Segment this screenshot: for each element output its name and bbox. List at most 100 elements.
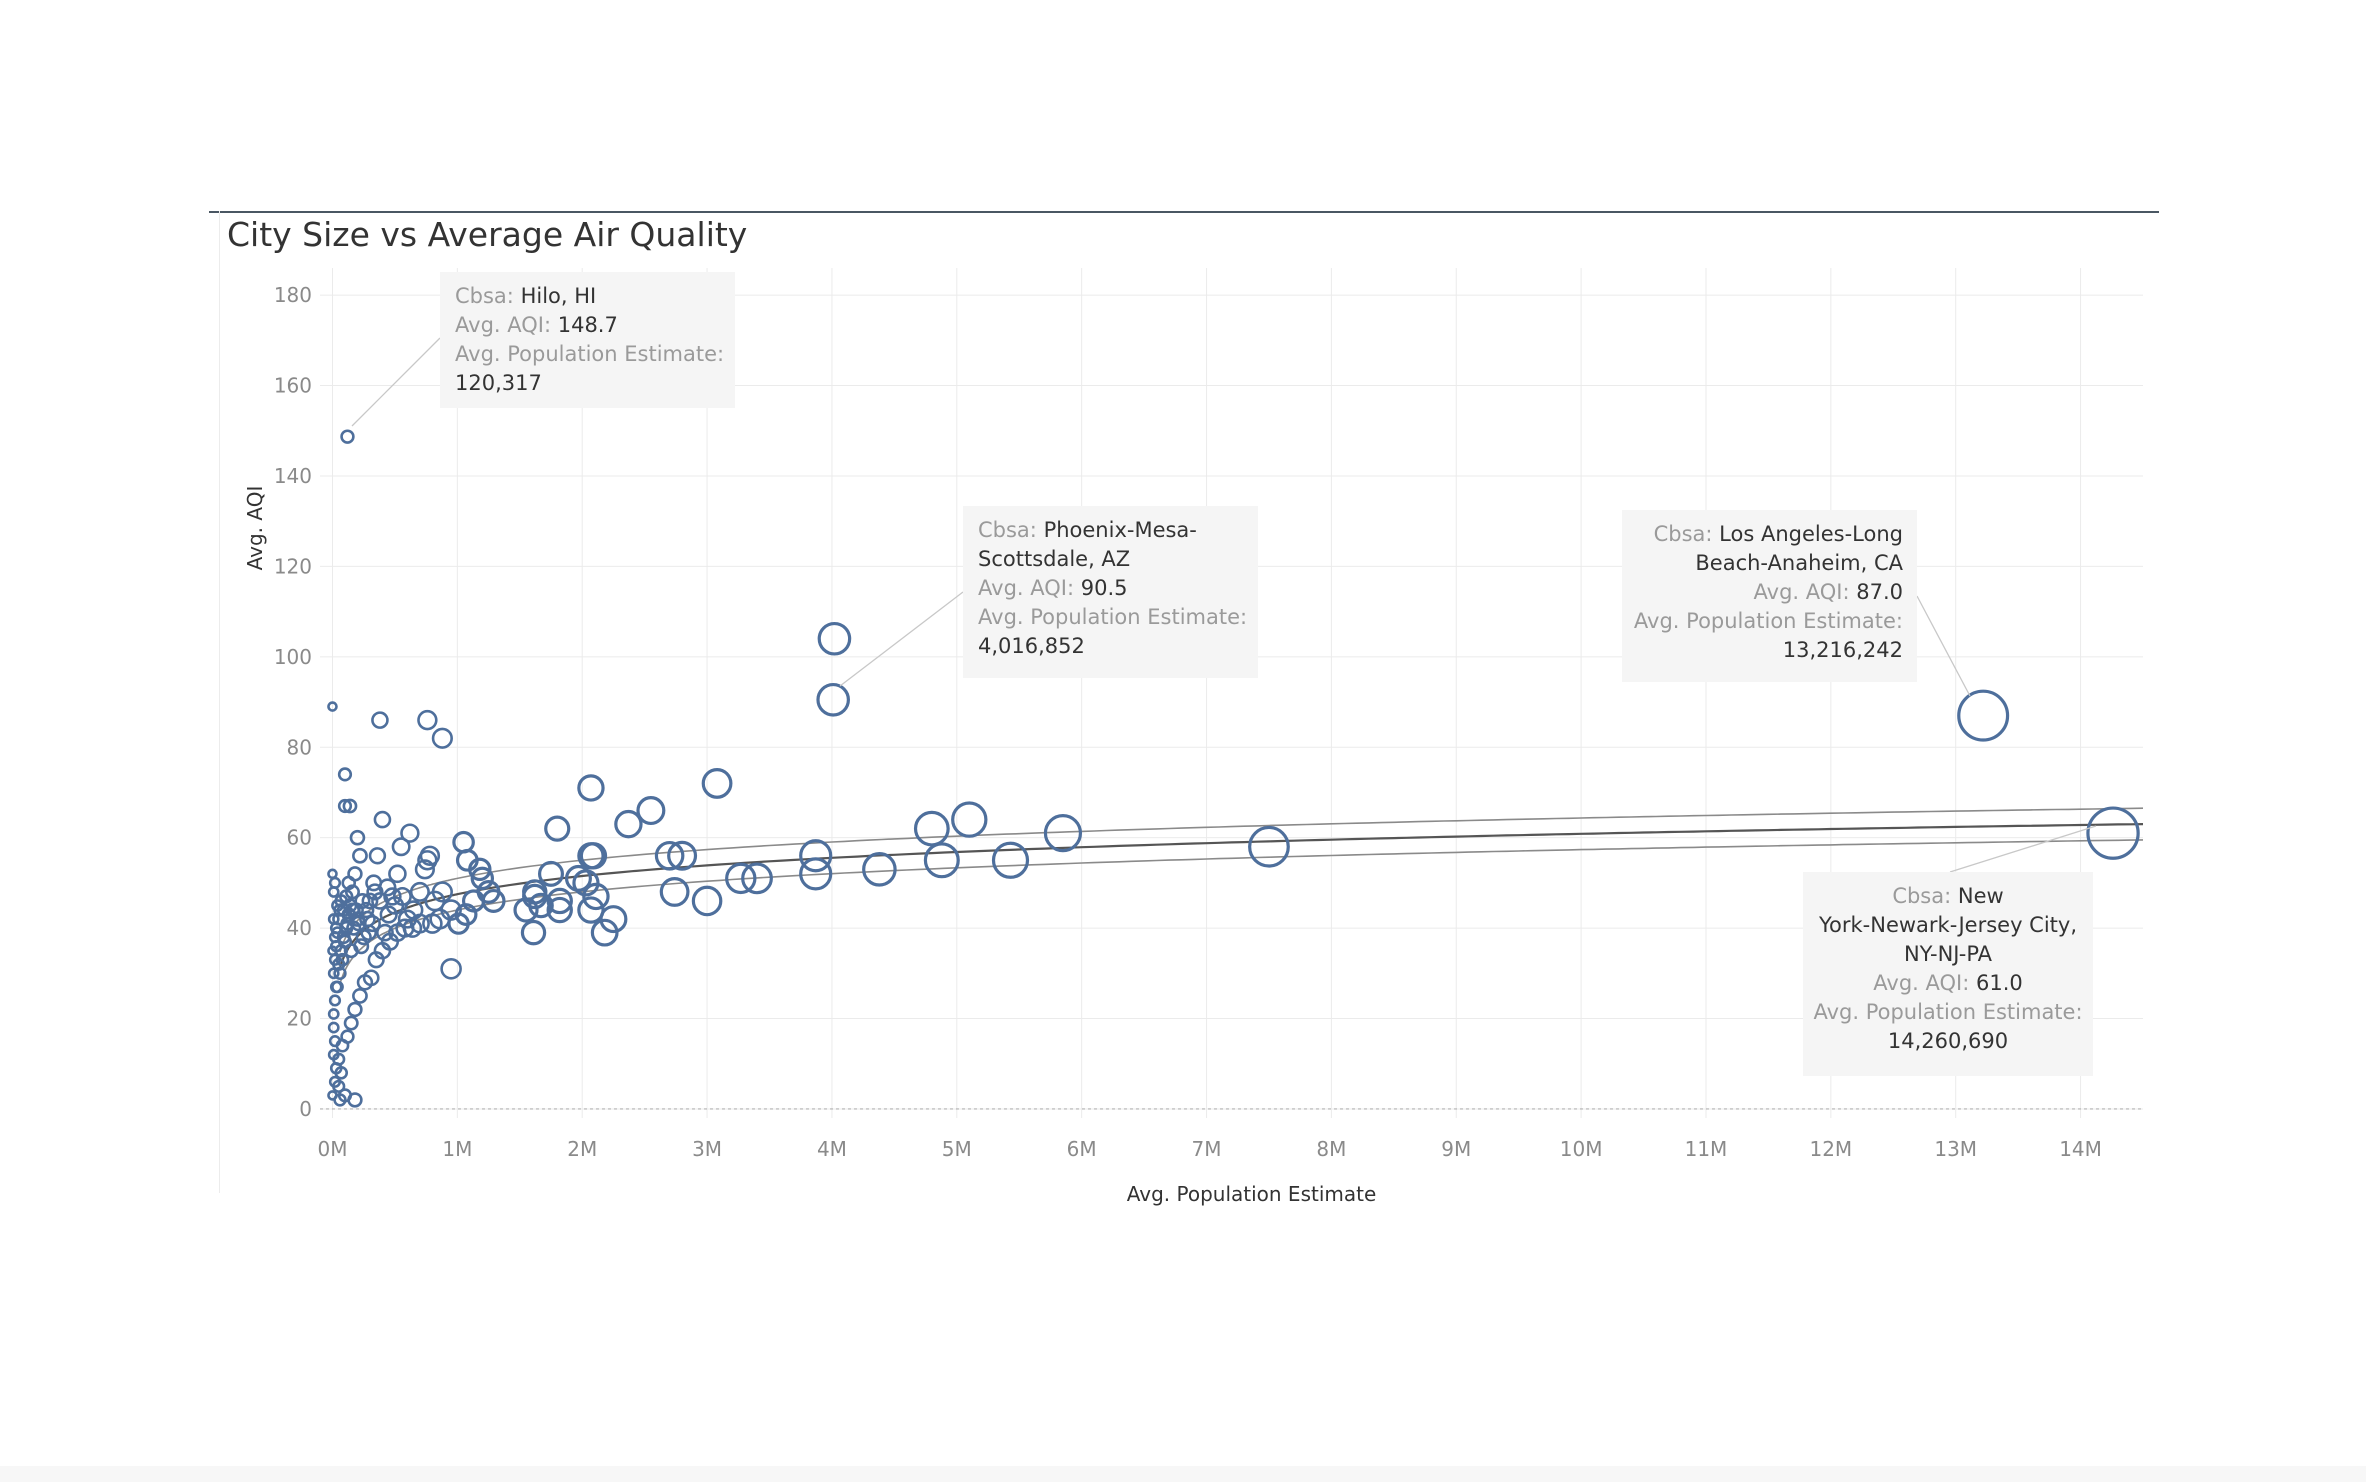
trend-line [338,823,2144,969]
annotation-line: York-Newark-Jersey City, [1818,913,2077,937]
y-tick-label: 140 [274,464,312,488]
data-point [368,847,387,865]
data-point [654,840,685,871]
data-point [431,727,453,749]
data-point [327,701,338,712]
x-tick-label: 6M [1067,1137,1097,1161]
data-point [392,886,412,906]
annotation-value: Hilo, HI [514,284,596,308]
data-point [332,1052,346,1066]
data-point [341,875,357,891]
data-point [923,842,960,879]
annotation-key: Cbsa: [1654,522,1713,546]
data-point [332,1079,346,1093]
annotation-line: Scottsdale, AZ [978,547,1130,571]
data-point [337,798,353,814]
annotation-value: 14,260,690 [1888,1029,2008,1053]
data-point [329,980,343,994]
y-tick-label: 0 [299,1097,312,1121]
data-point [327,913,340,925]
annotation-value: New [1951,884,2003,908]
annotation-leader [1949,825,2097,873]
annotation-line: Avg. Population Estimate: [455,342,724,366]
data-point [342,798,358,814]
annotation-line: NY-NJ-PA [1904,942,1993,966]
annotation-line: Cbsa: Phoenix-Mesa- [978,518,1197,542]
x-tick-label: 7M [1192,1137,1222,1161]
data-point [799,839,833,873]
annotation-value: 87.0 [1850,580,1903,604]
x-tick-label: 0M [317,1137,347,1161]
annotation-value: Phoenix-Mesa- [1037,518,1197,542]
data-point [327,868,338,880]
annotation-value: York-Newark-Jersey City, [1818,913,2077,937]
data-point [328,994,342,1007]
data-point [349,829,366,846]
annotation-key: Avg. Population Estimate: [1634,609,1903,633]
y-tick-label: 40 [287,916,312,940]
data-point [409,913,430,934]
annotation-key: Cbsa: [1892,884,1951,908]
data-point [1043,814,1083,853]
x-tick-label: 9M [1441,1137,1471,1161]
annotation-line: Cbsa: Hilo, HI [455,284,596,308]
data-point [544,815,571,842]
data-point [327,967,340,980]
trend-lower-band [339,839,2144,985]
chart-title: City Size vs Average Air Quality [227,215,748,254]
annotation-value: 120,317 [455,371,542,395]
data-point [546,896,573,924]
data-point [355,929,372,946]
data-point [400,823,420,843]
x-tick-label: 13M [1934,1137,1977,1161]
data-point [440,957,462,980]
data-point [817,621,852,656]
y-tick-label: 180 [274,283,312,307]
data-point [522,879,548,905]
y-tick-label: 80 [287,735,312,759]
y-tick-label: 60 [287,826,312,850]
annotations: Cbsa: Hilo, HI Avg. AQI: 148.7 Avg. Popula… [351,272,2097,1076]
data-point [378,878,397,897]
data-point [336,903,351,918]
annotation-line: 13,216,242 [1783,638,1903,662]
data-point [336,930,351,945]
data-point [741,862,773,895]
data-point [340,429,355,444]
data-point [667,840,698,871]
data-point [424,890,446,912]
data-point [452,830,475,854]
annotation-line: Avg. AQI: 87.0 [1754,580,1903,604]
x-tick-label: 12M [1809,1137,1852,1161]
x-tick-label: 4M [817,1137,847,1161]
annotation-box [963,506,1258,678]
data-point [701,768,733,799]
annotation-key: Avg. Population Estimate: [978,605,1247,629]
data-point [371,711,389,729]
data-point [913,810,950,847]
data-point [376,923,394,942]
data-point [334,943,349,958]
data-point [1957,689,2010,742]
data-point [572,869,600,897]
annotation-2: Cbsa: Phoenix-Mesa- Scottsdale, AZ Avg. AQ… [839,506,1258,687]
data-point [691,885,723,917]
data-point [373,810,392,829]
data-point [537,860,564,887]
annotation-value: NY-NJ-PA [1904,942,1993,966]
annotation-key: Avg. Population Estimate: [455,342,724,366]
data-point [353,938,370,955]
data-point [337,767,353,782]
data-point [470,866,495,891]
data-point [349,911,366,927]
data-point [419,845,441,866]
annotation-line: 4,016,852 [978,634,1085,658]
data-point [346,920,362,936]
y-axis-title: Avg. AQI [243,486,267,571]
data-point [352,847,368,864]
data-point [582,882,610,911]
data-point [339,889,354,904]
y-tick-label: 100 [274,645,312,669]
